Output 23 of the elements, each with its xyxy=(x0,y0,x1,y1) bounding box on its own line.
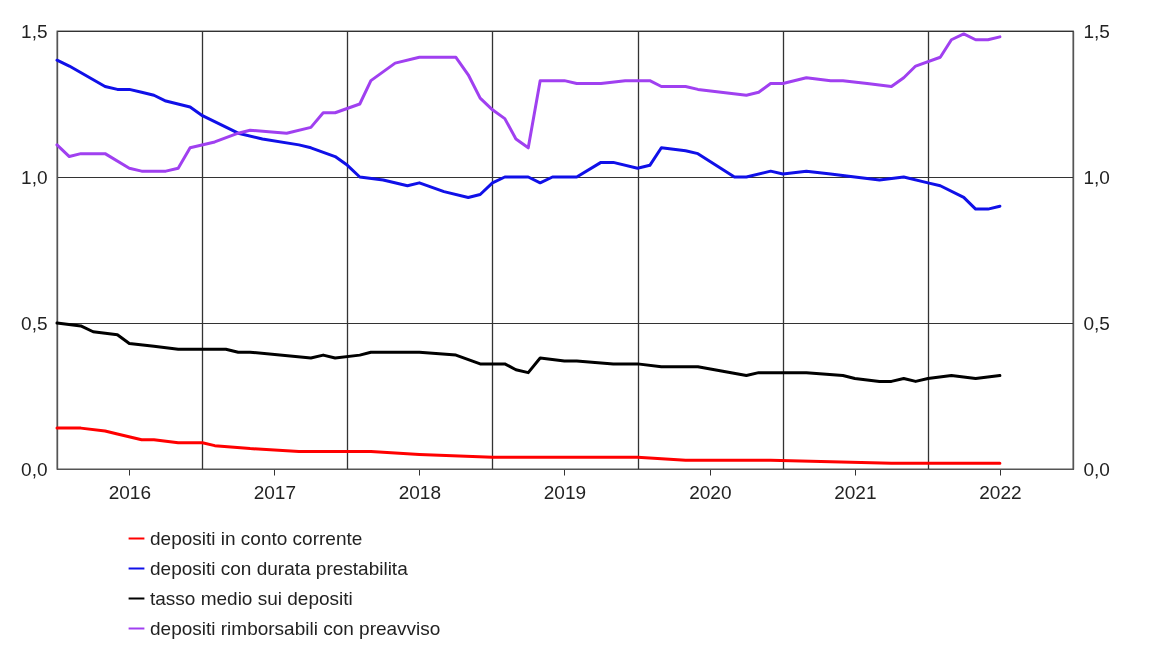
legend-label: depositi in conto corrente xyxy=(150,527,363,549)
x-tick-label: 2018 xyxy=(398,481,442,503)
x-tick-label: 2022 xyxy=(979,481,1022,503)
x-tick-label: 2020 xyxy=(689,481,732,503)
y-tick-label: 1,0 xyxy=(21,166,48,188)
y2-tick-label: 1,5 xyxy=(1083,20,1110,42)
y2-tick-label: 1,0 xyxy=(1083,166,1110,188)
y2-tick-label: 0,5 xyxy=(1083,312,1110,334)
y2-tick-label: 0,0 xyxy=(1083,458,1110,480)
y-tick-label: 0,0 xyxy=(21,458,48,480)
line-series xyxy=(55,32,1002,173)
x-tick-label: 2021 xyxy=(834,481,877,503)
legend-label: tasso medio sui depositi xyxy=(150,587,353,609)
line-series xyxy=(55,426,1002,465)
y-tick-label: 0,5 xyxy=(21,312,48,334)
line-series xyxy=(55,321,1002,383)
x-tick-label: 2019 xyxy=(543,481,587,503)
x-tick-label: 2016 xyxy=(108,481,151,503)
y-tick-label: 1,5 xyxy=(21,20,48,42)
x-tick-label: 2017 xyxy=(253,481,296,503)
legend-label: depositi rimborsabili con preavviso xyxy=(150,617,441,639)
line-series xyxy=(55,58,1002,211)
legend-label: depositi con durata prestabilita xyxy=(150,557,409,579)
